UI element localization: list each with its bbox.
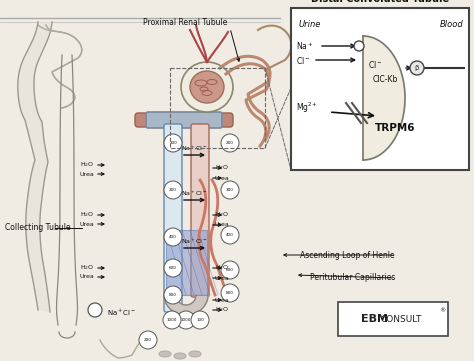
Text: H$_2$O: H$_2$O (80, 264, 94, 273)
Text: 200: 200 (169, 188, 177, 192)
Text: Urea: Urea (215, 222, 230, 227)
Circle shape (164, 181, 182, 199)
Text: Blood: Blood (440, 20, 464, 29)
Text: H$_2$O: H$_2$O (215, 305, 229, 314)
Text: Distal Convoluted Tubule: Distal Convoluted Tubule (311, 0, 449, 4)
Text: 400: 400 (169, 235, 177, 239)
Polygon shape (164, 295, 208, 315)
Circle shape (221, 261, 239, 279)
Circle shape (177, 311, 195, 329)
Text: H$_2$O: H$_2$O (215, 164, 229, 173)
Text: Na$^+$Cl$^-$: Na$^+$Cl$^-$ (181, 144, 207, 153)
Text: TRPM6: TRPM6 (375, 123, 416, 133)
Text: EBM: EBM (361, 314, 388, 324)
Text: Urine: Urine (299, 20, 321, 29)
FancyBboxPatch shape (166, 230, 207, 295)
Text: Urea: Urea (80, 171, 95, 177)
Circle shape (221, 226, 239, 244)
Polygon shape (363, 36, 405, 160)
Text: β: β (415, 65, 419, 71)
Text: Urea: Urea (215, 297, 230, 303)
Text: H$_2$O: H$_2$O (80, 161, 94, 169)
Text: Urea: Urea (80, 222, 95, 226)
FancyBboxPatch shape (146, 112, 222, 128)
Text: Proximal Renal Tubule: Proximal Renal Tubule (143, 18, 227, 27)
Circle shape (139, 331, 157, 349)
Text: H$_2$O: H$_2$O (215, 210, 229, 219)
Ellipse shape (174, 353, 186, 359)
Ellipse shape (190, 71, 224, 103)
Text: 200: 200 (226, 141, 234, 145)
Text: 1000: 1000 (181, 318, 191, 322)
Circle shape (221, 284, 239, 302)
Text: 400: 400 (226, 233, 234, 237)
Text: Collecting Tubule: Collecting Tubule (5, 223, 71, 232)
Text: Peritubular Capillaries: Peritubular Capillaries (310, 274, 395, 283)
Text: H$_2$O: H$_2$O (80, 210, 94, 219)
Text: CONSULT: CONSULT (380, 314, 422, 323)
Text: 800: 800 (169, 293, 177, 297)
Circle shape (164, 259, 182, 277)
Circle shape (354, 41, 364, 51)
Circle shape (191, 311, 209, 329)
Text: Cl$^-$: Cl$^-$ (296, 55, 310, 65)
Text: H$_2$O: H$_2$O (215, 264, 229, 273)
Text: 800: 800 (226, 291, 234, 295)
Text: ClC-Kb: ClC-Kb (373, 75, 398, 84)
Circle shape (88, 303, 102, 317)
Text: Cl$^-$: Cl$^-$ (368, 60, 383, 70)
Text: Ascending Loop of Henle: Ascending Loop of Henle (301, 251, 395, 260)
Ellipse shape (181, 62, 233, 112)
Text: Na$^+$Cl$^-$: Na$^+$Cl$^-$ (181, 238, 207, 247)
Text: Urea: Urea (215, 275, 230, 280)
Text: 100: 100 (196, 318, 204, 322)
Text: Urea: Urea (80, 274, 95, 279)
Circle shape (410, 61, 424, 75)
Ellipse shape (189, 351, 201, 357)
Text: 600: 600 (226, 268, 234, 272)
Circle shape (221, 181, 239, 199)
Text: Urea: Urea (215, 175, 230, 180)
Text: Na$^+$Cl$^-$: Na$^+$Cl$^-$ (107, 308, 136, 318)
Text: ®: ® (439, 308, 445, 313)
Text: 1000: 1000 (167, 318, 177, 322)
Ellipse shape (159, 351, 171, 357)
Text: Na$^+$Cl$^-$: Na$^+$Cl$^-$ (181, 190, 207, 199)
Text: 200: 200 (144, 338, 152, 342)
Circle shape (164, 134, 182, 152)
Text: 300: 300 (226, 188, 234, 192)
Circle shape (164, 228, 182, 246)
Polygon shape (18, 22, 52, 312)
Circle shape (163, 311, 181, 329)
FancyBboxPatch shape (135, 113, 233, 127)
FancyBboxPatch shape (191, 124, 209, 297)
FancyBboxPatch shape (164, 124, 182, 312)
Circle shape (221, 134, 239, 152)
Text: Na$^+$: Na$^+$ (296, 40, 313, 52)
FancyBboxPatch shape (291, 8, 469, 170)
FancyBboxPatch shape (338, 302, 448, 336)
Circle shape (164, 286, 182, 304)
Text: 100: 100 (169, 141, 177, 145)
Text: Mg$^{2+}$: Mg$^{2+}$ (296, 101, 318, 115)
Text: 600: 600 (169, 266, 177, 270)
